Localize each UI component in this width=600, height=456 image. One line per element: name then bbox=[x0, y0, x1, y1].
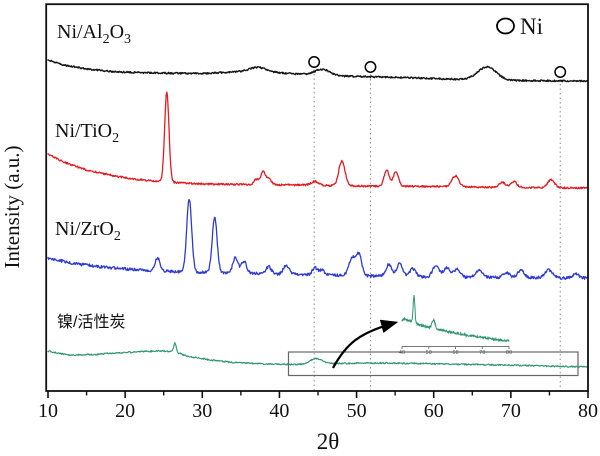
inset-arrow bbox=[331, 319, 399, 369]
ni-marker-circle-icon bbox=[554, 66, 567, 78]
y-axis-label: Intensity (a.u.) bbox=[0, 145, 24, 268]
series-label-ni-zro2: Ni/ZrO2 bbox=[55, 218, 121, 244]
ni-legend-circle-icon bbox=[496, 17, 515, 35]
legend-ni-label: Ni bbox=[520, 14, 543, 39]
series-label-ni-activated-carbon: 镍/活性炭 bbox=[57, 313, 125, 331]
x-tick-label: 50 bbox=[347, 400, 367, 422]
x-axis-label: 2θ bbox=[317, 429, 340, 454]
x-tick-label: 60 bbox=[424, 400, 444, 422]
legend: Ni bbox=[496, 14, 543, 39]
ni-marker-circle-icon bbox=[364, 61, 377, 73]
series-curve-ni-tio2 bbox=[47, 91, 589, 190]
inset-curve bbox=[401, 295, 510, 343]
x-tick-label: 40 bbox=[269, 400, 289, 422]
x-tick-label: 80 bbox=[578, 400, 598, 422]
series-curve-ni-al2o3 bbox=[47, 59, 589, 83]
series-label-ni-tio2: Ni/TiO2 bbox=[55, 120, 119, 146]
inset-plot: 40 50 60 70 80 bbox=[399, 295, 512, 356]
x-tick-label: 30 bbox=[192, 400, 212, 422]
series-curve-ni-activated-carbon bbox=[47, 341, 589, 368]
inset-tick-label: 70 bbox=[479, 350, 485, 356]
series-label-ni-al2o3: Ni/Al2O3 bbox=[57, 21, 131, 47]
inset-tick-label: 40 bbox=[399, 350, 405, 356]
inset-tick-label: 60 bbox=[452, 350, 458, 356]
x-tick-label: 20 bbox=[115, 400, 135, 422]
x-tick-label: 70 bbox=[501, 400, 521, 422]
series-curve-ni-zro2 bbox=[47, 198, 589, 280]
inset-tick-label: 80 bbox=[506, 350, 512, 356]
x-tick-label: 10 bbox=[38, 400, 58, 422]
plot-frame bbox=[45, 3, 589, 392]
ni-marker-circle-icon bbox=[308, 56, 321, 68]
inset-tick-label: 50 bbox=[426, 350, 432, 356]
